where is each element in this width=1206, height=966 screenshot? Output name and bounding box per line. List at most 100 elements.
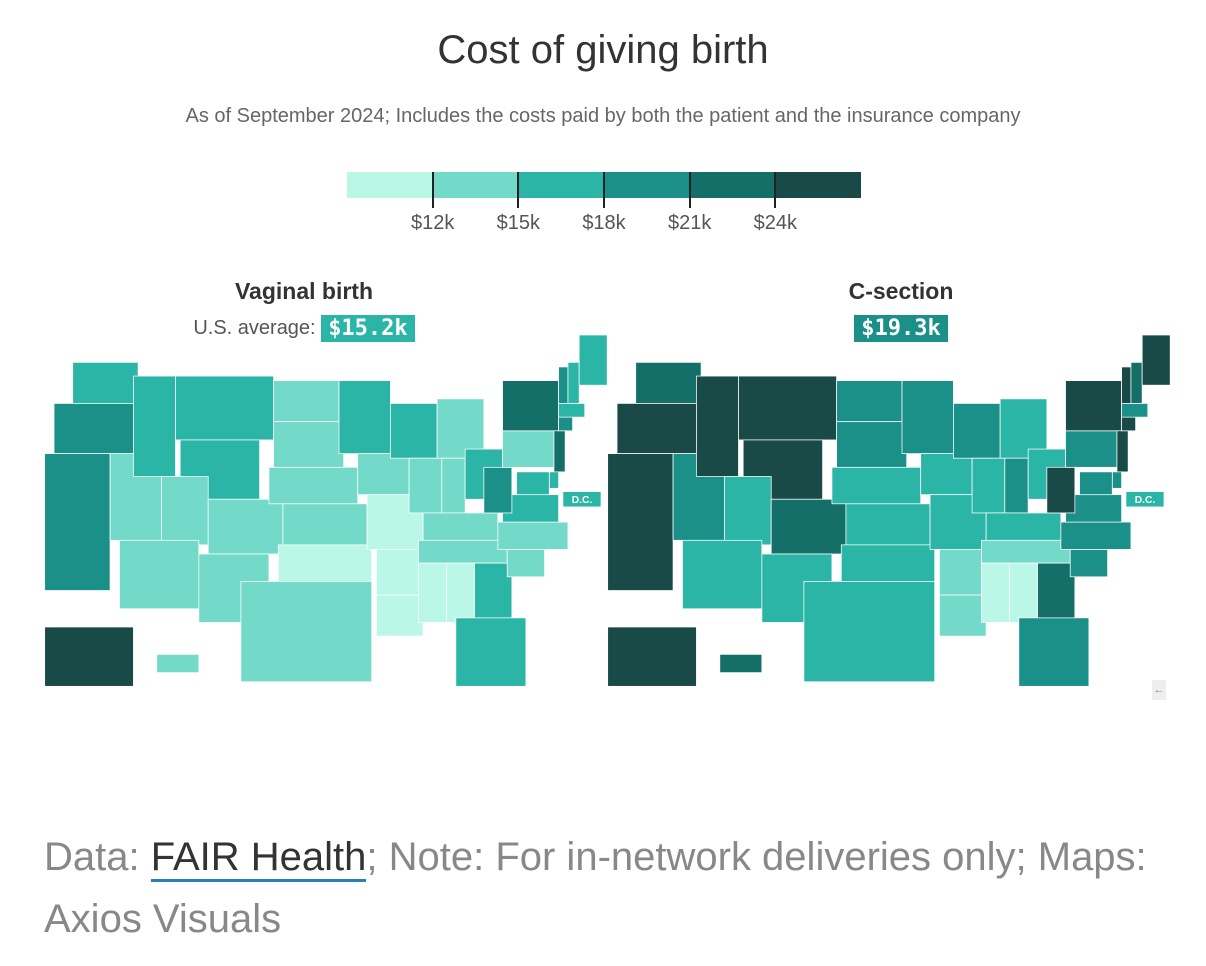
state-mt[interactable] [738, 375, 837, 441]
state-or[interactable] [616, 403, 697, 454]
legend-swatch [518, 172, 605, 198]
state-ks[interactable] [282, 503, 368, 546]
avg-badge: $15.2k [321, 315, 415, 342]
state-ct[interactable] [1121, 416, 1136, 432]
state-tn[interactable] [981, 539, 1071, 564]
state-al[interactable] [1009, 562, 1038, 623]
state-sd[interactable] [273, 421, 345, 468]
state-al[interactable] [446, 562, 475, 623]
state-md[interactable] [1079, 471, 1113, 496]
state-wv[interactable] [483, 466, 513, 514]
state-ca[interactable] [44, 453, 111, 591]
state-ut[interactable] [161, 476, 209, 546]
state-nd[interactable] [273, 380, 340, 423]
us-average-csection: $19.3k [621, 315, 1181, 342]
state-ok[interactable] [840, 544, 936, 582]
state-mt[interactable] [175, 375, 274, 441]
state-wi[interactable] [390, 403, 438, 459]
state-mn[interactable] [338, 380, 391, 454]
state-vt[interactable] [1121, 366, 1132, 404]
state-or[interactable] [53, 403, 134, 454]
state-de[interactable] [1111, 471, 1122, 489]
state-ar[interactable] [939, 549, 982, 596]
state-co[interactable] [770, 498, 847, 555]
state-wv[interactable] [1046, 466, 1076, 514]
state-nh[interactable] [1130, 362, 1143, 404]
state-ny[interactable] [1065, 380, 1122, 432]
state-ut[interactable] [724, 476, 772, 546]
fair-health-link[interactable]: FAIR Health [150, 835, 367, 882]
state-tx[interactable] [803, 581, 936, 683]
footer-credits: Data: FAIR Health; Note: For in-network … [44, 826, 1164, 950]
state-nh[interactable] [567, 362, 580, 404]
dc-marker [1126, 491, 1164, 507]
state-me[interactable] [578, 335, 608, 386]
state-nc[interactable] [497, 521, 569, 550]
state-mi[interactable] [436, 398, 485, 459]
state-hi[interactable] [719, 654, 763, 673]
state-ms[interactable] [981, 562, 1010, 623]
state-wa[interactable] [72, 362, 139, 404]
state-ct[interactable] [558, 416, 573, 432]
state-la[interactable] [939, 594, 987, 637]
state-id[interactable] [133, 375, 176, 477]
state-az[interactable] [682, 539, 763, 610]
state-la[interactable] [376, 594, 424, 637]
state-sc[interactable] [1069, 549, 1108, 578]
state-pa[interactable] [502, 430, 555, 468]
state-ok[interactable] [277, 544, 373, 582]
state-ia[interactable] [357, 453, 410, 496]
state-ga[interactable] [1037, 562, 1076, 619]
state-nd[interactable] [836, 380, 903, 423]
state-mn[interactable] [901, 380, 954, 454]
dc-marker [563, 491, 601, 507]
legend-swatch [347, 172, 433, 198]
state-tn[interactable] [418, 539, 508, 564]
state-id[interactable] [696, 375, 739, 477]
state-nc[interactable] [1060, 521, 1132, 550]
state-az[interactable] [119, 539, 200, 610]
state-ky[interactable] [422, 512, 499, 541]
chart-subtitle: As of September 2024; Includes the costs… [185, 105, 1021, 127]
state-tx[interactable] [240, 581, 373, 683]
state-ak[interactable] [607, 626, 697, 687]
state-hi[interactable] [156, 654, 200, 673]
state-nj[interactable] [553, 430, 566, 473]
state-nj[interactable] [1116, 430, 1129, 473]
state-ma[interactable] [558, 403, 586, 418]
state-mi[interactable] [999, 398, 1048, 459]
state-ne[interactable] [831, 466, 922, 505]
state-fl[interactable] [455, 617, 527, 687]
state-sd[interactable] [836, 421, 908, 468]
state-ak[interactable] [44, 626, 134, 687]
state-in[interactable] [1004, 457, 1029, 514]
state-ny[interactable] [502, 380, 559, 432]
state-ca[interactable] [607, 453, 674, 591]
state-wi[interactable] [953, 403, 1001, 459]
scroll-left-icon[interactable]: ← [1152, 680, 1166, 700]
state-md[interactable] [516, 471, 550, 496]
state-ma[interactable] [1121, 403, 1149, 418]
state-wa[interactable] [635, 362, 702, 404]
state-vt[interactable] [558, 366, 569, 404]
state-fl[interactable] [1018, 617, 1090, 687]
vaginal-birth-map: D.C. [44, 335, 608, 687]
state-ia[interactable] [920, 453, 973, 496]
state-il[interactable] [408, 457, 443, 514]
state-ar[interactable] [376, 549, 419, 596]
us-average-vaginal: U.S. average: $15.2k [24, 315, 584, 342]
state-me[interactable] [1141, 335, 1171, 386]
state-co[interactable] [207, 498, 284, 555]
state-il[interactable] [971, 457, 1006, 514]
state-ne[interactable] [268, 466, 359, 505]
state-ms[interactable] [418, 562, 447, 623]
state-de[interactable] [548, 471, 559, 489]
legend-tick-label: $18k [582, 212, 626, 234]
state-pa[interactable] [1065, 430, 1118, 468]
state-sc[interactable] [506, 549, 545, 578]
csection-map: D.C. [607, 335, 1171, 687]
state-ks[interactable] [845, 503, 931, 546]
state-ky[interactable] [985, 512, 1062, 541]
state-in[interactable] [441, 457, 466, 514]
state-ga[interactable] [474, 562, 513, 619]
